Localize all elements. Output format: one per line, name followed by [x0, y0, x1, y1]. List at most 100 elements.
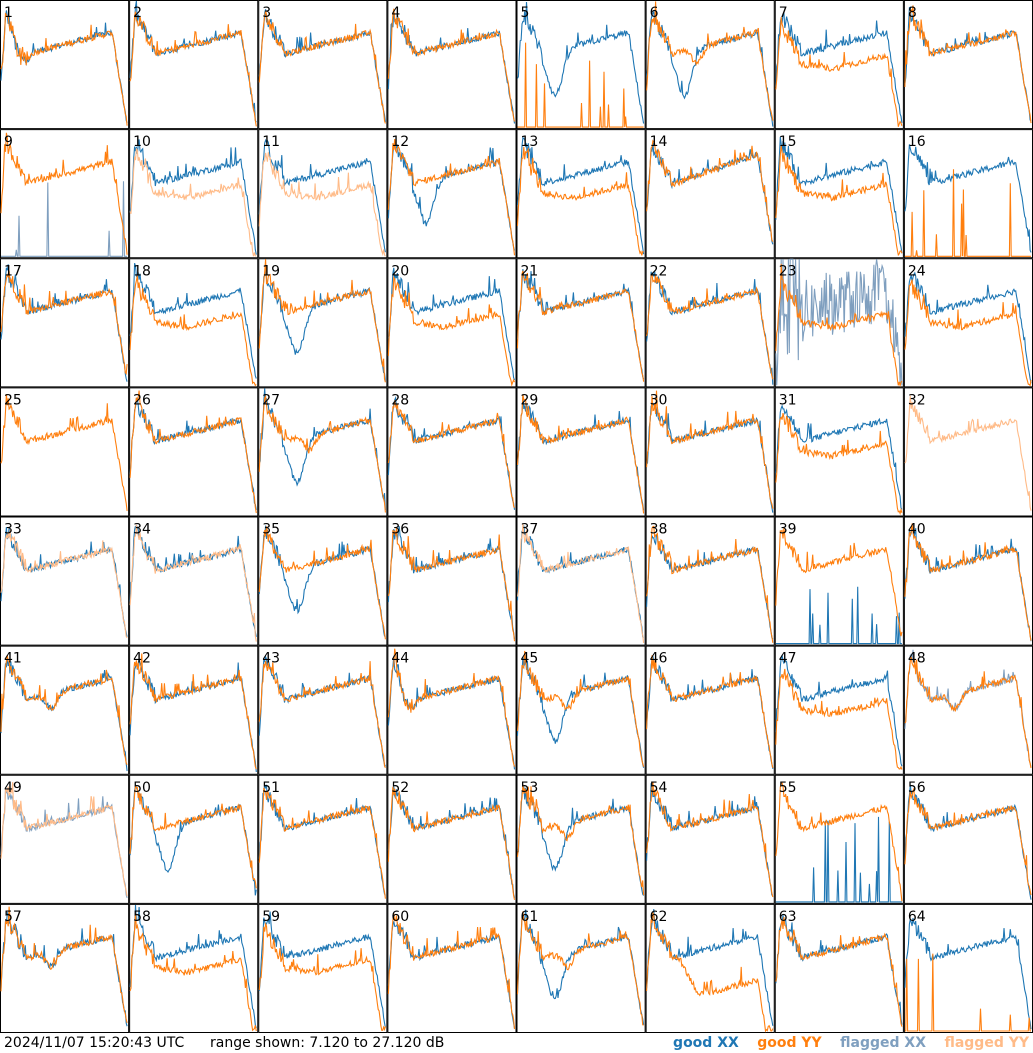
series-xx-line [775, 136, 903, 254]
series-yy-line [904, 169, 1031, 257]
tile-label: 45 [521, 651, 539, 667]
tile-label: 42 [133, 651, 151, 667]
series-xx-line [516, 525, 644, 638]
tile-frame [903, 645, 1033, 775]
series-yy-line [387, 8, 516, 122]
tile-frame [387, 516, 517, 646]
tile-frame [516, 903, 646, 1033]
series-yy-line [516, 784, 645, 896]
tile-frame [258, 0, 388, 130]
tile-frame [903, 258, 1033, 388]
tile-49: 49 [0, 774, 130, 904]
tile-frame [645, 774, 775, 904]
series-yy-line [0, 132, 128, 255]
tile-4: 4 [387, 0, 517, 130]
series-xx-line [516, 136, 645, 255]
timestamp: 2024/11/07 15:20:43 UTC [4, 1035, 185, 1051]
tile-15: 15 [774, 129, 904, 259]
series-yy-line [0, 782, 128, 897]
tile-frame [129, 129, 259, 259]
tile-label: 52 [391, 780, 409, 796]
tile-frame [129, 516, 259, 646]
tile-13: 13 [516, 129, 646, 259]
tile-label: 31 [779, 392, 797, 408]
series-yy-line [0, 270, 128, 376]
series-yy-line [387, 275, 516, 387]
tile-26: 26 [129, 387, 259, 517]
tile-label: 12 [391, 134, 409, 150]
tile-label: 10 [133, 134, 151, 150]
series-xx-line [258, 911, 386, 1028]
series-yy-line [516, 146, 644, 256]
tile-label: 63 [779, 909, 797, 925]
series-yy-line [258, 922, 386, 1032]
tile-label: 14 [650, 134, 668, 150]
tile-frame [774, 774, 904, 904]
tile-frame [516, 258, 646, 388]
series-xx-line [775, 816, 902, 903]
series-yy-line [129, 390, 257, 514]
tile-label: 49 [4, 780, 22, 796]
series-yy-line [904, 523, 1032, 641]
tile-41: 41 [0, 645, 130, 775]
tile-label: 21 [521, 263, 539, 279]
series-yy-line [516, 524, 645, 643]
tile-frame [903, 516, 1033, 646]
tile-frame [258, 129, 388, 259]
tile-label: 2 [133, 5, 142, 21]
series-xx-line [129, 139, 257, 255]
tile-label: 24 [908, 263, 926, 279]
series-yy-line [258, 661, 386, 768]
tile-label: 9 [4, 134, 13, 150]
tile-label: 5 [521, 5, 530, 21]
tile-label: 11 [262, 134, 280, 150]
tile-label: 48 [908, 651, 926, 667]
tile-frame [129, 645, 259, 775]
series-xx-line [775, 654, 903, 767]
series-yy-line [646, 655, 774, 769]
tile-frame [258, 258, 388, 388]
tile-54: 54 [645, 774, 775, 904]
series-yy-line [775, 916, 903, 1027]
tile-label: 30 [650, 392, 668, 408]
series-yy-line [904, 5, 1032, 124]
series-yy-line [646, 525, 774, 643]
series-yy-line [258, 394, 386, 513]
tile-59: 59 [258, 903, 388, 1033]
series-yy-line [646, 781, 774, 898]
tile-40: 40 [903, 516, 1033, 646]
tile-57: 57 [0, 903, 130, 1033]
tile-46: 46 [645, 645, 775, 775]
tile-47: 47 [774, 645, 904, 775]
tile-frame [0, 0, 130, 130]
series-xx-line [775, 404, 903, 510]
tile-frame [258, 516, 388, 646]
tile-frame [0, 774, 130, 904]
tile-label: 53 [521, 780, 539, 796]
series-yy-line [387, 913, 516, 1030]
tile-label: 46 [650, 651, 668, 667]
tile-label: 36 [391, 522, 409, 538]
tile-label: 6 [650, 5, 659, 21]
tile-label: 60 [391, 909, 409, 925]
tile-frame [387, 903, 517, 1033]
footer: 2024/11/07 15:20:43 UTC range shown: 7.1… [0, 1034, 1033, 1053]
tile-frame [258, 645, 388, 775]
legend-flagged-xx: flagged XX [840, 1035, 926, 1051]
series-xx-line [775, 586, 902, 645]
tile-38: 38 [645, 516, 775, 646]
tile-5: 5 [516, 0, 646, 130]
tile-frame [129, 0, 259, 130]
tile-label: 15 [779, 134, 797, 150]
series-yy-line [775, 412, 903, 516]
series-xx-line [517, 1, 645, 124]
tile-frame [903, 903, 1033, 1033]
tile-28: 28 [387, 387, 517, 517]
series-yy-line [517, 42, 644, 128]
series-xx-line [258, 138, 386, 253]
tile-frame [903, 387, 1033, 517]
series-xx-line [1, 181, 128, 257]
tile-label: 38 [650, 522, 668, 538]
series-xx-line [129, 262, 257, 379]
series-yy-line [129, 11, 257, 127]
